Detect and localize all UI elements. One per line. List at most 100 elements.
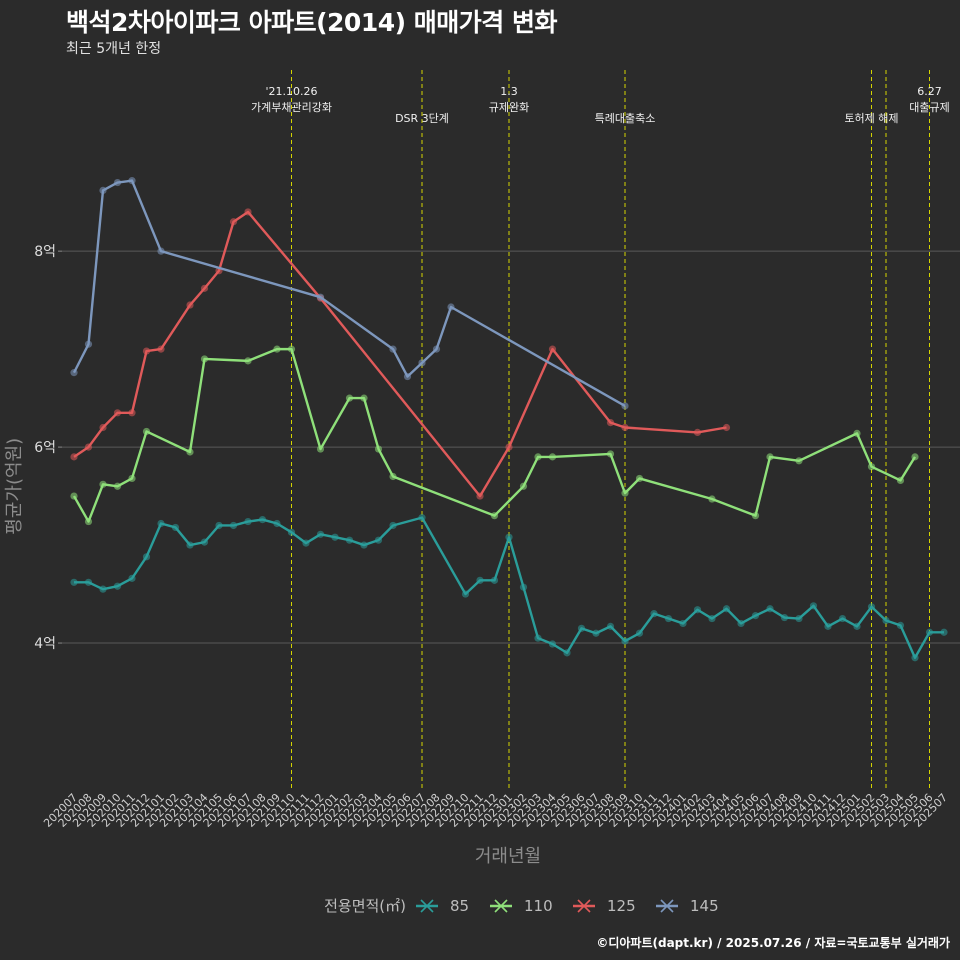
point-85-202107	[244, 517, 252, 526]
point-110-202504	[896, 476, 905, 485]
point-110-202505	[911, 453, 919, 461]
point-85-202301	[505, 533, 513, 541]
point-125-202103	[186, 301, 194, 309]
point-110-202406	[751, 512, 760, 520]
point-85-202308	[606, 622, 615, 630]
point-145-202207	[418, 359, 426, 367]
point-145-202009	[99, 186, 107, 195]
point-110-202304	[548, 453, 557, 461]
point-85-202203	[360, 541, 368, 549]
point-85-202008	[84, 578, 93, 586]
point-85-202110	[287, 528, 296, 536]
point-85-202303	[534, 634, 542, 642]
point-110-202403	[708, 495, 716, 503]
event-label-2-1: 규제완화	[489, 101, 529, 114]
point-110-202203	[360, 394, 368, 402]
source-caption: ©디아파트(dapt.kr) / 2025.07.26 / 자료=국토교통부 실…	[596, 936, 950, 950]
point-145-202205	[389, 345, 397, 353]
point-125-202104	[200, 284, 209, 292]
point-110-202308	[606, 450, 615, 458]
point-110-202011	[128, 474, 136, 483]
point-85-202109	[273, 519, 281, 528]
legend-title: 전용면적(㎡)	[324, 897, 406, 915]
point-85-202502	[867, 603, 876, 611]
point-85-202204	[374, 536, 383, 544]
point-85-202507	[940, 628, 948, 636]
y-axis-title: 평균가(억원)	[4, 438, 25, 535]
point-110-202009	[99, 480, 107, 488]
point-125-202008	[84, 443, 93, 451]
legend-cross-b-85	[420, 899, 434, 913]
event-label-1-0: DSR 3단계	[395, 112, 449, 125]
point-145-202007	[70, 369, 78, 377]
point-110-202310	[635, 474, 644, 483]
point-85-202505	[911, 654, 919, 662]
point-85-202104	[200, 538, 209, 546]
point-125-202007	[70, 453, 78, 461]
point-85-202111	[302, 539, 310, 547]
chart-title: 백석2차아이파크 아파트(2014) 매매가격 변화	[66, 8, 557, 37]
point-110-202112	[316, 445, 325, 453]
point-85-202501	[853, 622, 861, 630]
point-125-202106	[229, 218, 238, 226]
point-110-202409	[795, 457, 803, 465]
legend-label-125: 125	[607, 897, 636, 915]
point-145-202206	[403, 372, 412, 381]
point-125-202107	[244, 208, 252, 216]
point-110-202103	[186, 448, 194, 456]
legend-label-110: 110	[524, 897, 553, 915]
event-label-6-0: 6.27	[917, 85, 942, 98]
point-85-202105	[215, 521, 223, 530]
point-125-202404	[722, 423, 731, 432]
point-110-202104	[200, 355, 209, 363]
point-85-202012	[142, 553, 151, 561]
point-125-202304	[548, 345, 557, 353]
point-85-202406	[751, 612, 760, 620]
point-125-202011	[128, 409, 136, 417]
point-125-202402	[693, 428, 702, 436]
point-110-202110	[287, 345, 296, 353]
point-110-202501	[853, 429, 861, 437]
point-85-202202	[345, 536, 354, 544]
point-110-202309	[621, 489, 629, 497]
event-label-4-0: 토허제 해제	[844, 111, 898, 125]
point-125-202010	[113, 409, 122, 417]
point-85-202506	[925, 628, 934, 636]
chart-subtitle: 최근 5개년 한정	[66, 41, 162, 57]
point-145-202008	[84, 340, 93, 348]
series-line-110	[72, 347, 917, 523]
event-label-3-0: 특례대출축소	[595, 112, 656, 125]
point-110-202204	[374, 445, 383, 453]
legend-cross-b-125	[577, 899, 591, 913]
ytick-label-1: 6억	[34, 440, 56, 456]
point-85-202504	[896, 621, 905, 630]
point-110-202202	[345, 394, 354, 402]
point-125-202009	[99, 423, 107, 432]
point-145-202011	[128, 177, 136, 185]
point-85-202201	[331, 533, 339, 541]
point-145-202010	[113, 178, 122, 187]
point-125-202101	[157, 345, 165, 353]
event-label-6-1: 대출규제	[909, 101, 949, 114]
point-85-202312	[664, 614, 673, 623]
point-125-202309	[621, 423, 629, 432]
point-110-202010	[113, 482, 122, 490]
event-label-2-0: 1.3	[500, 85, 518, 98]
point-110-202407	[766, 453, 774, 461]
point-85-202302	[519, 583, 528, 591]
point-110-202012	[142, 427, 151, 436]
point-85-202307	[592, 629, 600, 637]
point-85-202401	[679, 619, 687, 628]
point-85-202403	[708, 614, 716, 623]
point-85-202007	[70, 578, 78, 586]
point-85-202205	[389, 521, 397, 530]
ytick-label-0: 4억	[34, 636, 56, 652]
point-85-202112	[316, 530, 325, 538]
point-85-202108	[258, 515, 267, 524]
point-85-202309	[621, 637, 629, 645]
point-85-202407	[766, 605, 774, 613]
point-85-202409	[795, 614, 803, 623]
point-85-202305	[563, 649, 571, 657]
point-85-202102	[171, 523, 180, 532]
